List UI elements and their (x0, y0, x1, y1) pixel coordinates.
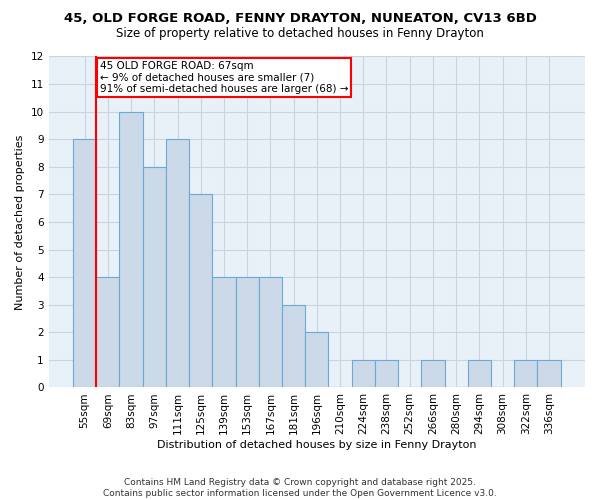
Bar (421, 360, 445, 388)
Bar (514, 360, 538, 388)
Bar (538, 360, 560, 388)
Text: Contains HM Land Registry data © Crown copyright and database right 2025.
Contai: Contains HM Land Registry data © Crown c… (103, 478, 497, 498)
Bar (73, 139, 96, 388)
Bar (282, 304, 305, 388)
Text: 45, OLD FORGE ROAD, FENNY DRAYTON, NUNEATON, CV13 6BD: 45, OLD FORGE ROAD, FENNY DRAYTON, NUNEA… (64, 12, 536, 26)
Bar (236, 277, 259, 388)
Bar (96, 277, 119, 388)
Bar (119, 112, 143, 388)
X-axis label: Distribution of detached houses by size in Fenny Drayton: Distribution of detached houses by size … (157, 440, 476, 450)
Bar (352, 360, 375, 388)
Bar (212, 277, 236, 388)
Bar (305, 332, 328, 388)
Bar (468, 360, 491, 388)
Bar (375, 360, 398, 388)
Text: Size of property relative to detached houses in Fenny Drayton: Size of property relative to detached ho… (116, 28, 484, 40)
Bar (143, 167, 166, 388)
Bar (189, 194, 212, 388)
Text: 45 OLD FORGE ROAD: 67sqm
← 9% of detached houses are smaller (7)
91% of semi-det: 45 OLD FORGE ROAD: 67sqm ← 9% of detache… (100, 60, 348, 94)
Bar (166, 139, 189, 388)
Bar (259, 277, 282, 388)
Y-axis label: Number of detached properties: Number of detached properties (15, 134, 25, 310)
